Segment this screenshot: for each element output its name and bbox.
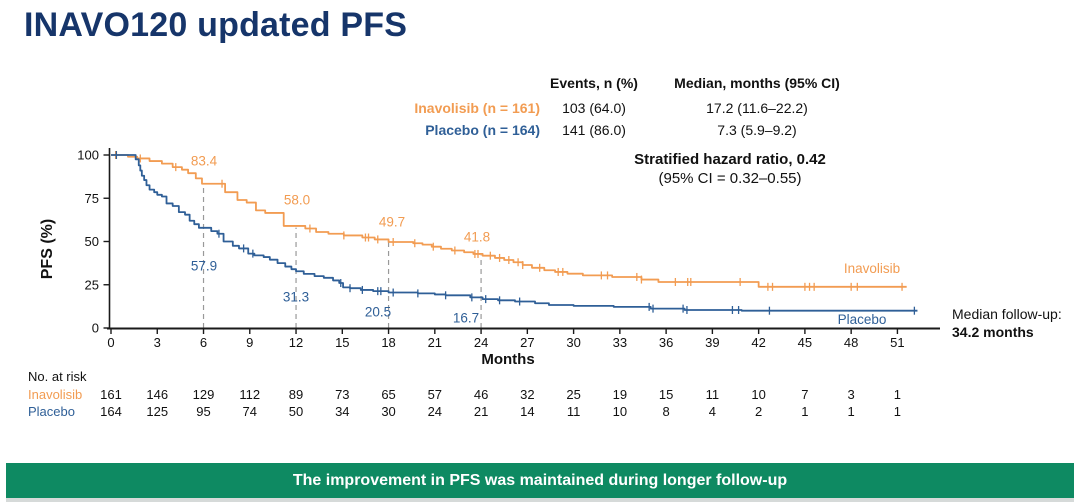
at-risk-value: 4 — [708, 403, 716, 419]
landmark-value-placebo: 31.3 — [283, 290, 309, 305]
legend-label-placebo: Placebo (n = 164) — [425, 122, 540, 138]
at-risk-value: 46 — [473, 387, 489, 402]
at-risk-value: 15 — [658, 387, 674, 402]
x-tick-label: 15 — [335, 335, 349, 350]
at-risk-value: 24 — [427, 403, 443, 419]
median-value-placebo: 7.3 (5.9–9.2) — [717, 122, 797, 138]
x-tick-label: 45 — [798, 335, 812, 350]
at-risk-value: 14 — [520, 403, 535, 419]
at-risk-value: 2 — [755, 403, 763, 419]
median-followup-note: Median follow-up: 34.2 months — [952, 305, 1062, 341]
at-risk-value: 32 — [520, 387, 535, 402]
at-risk-value: 164 — [100, 403, 122, 419]
at-risk-value: 112 — [239, 387, 261, 402]
at-risk-value: 7 — [801, 387, 809, 402]
at-risk-value: 95 — [196, 403, 211, 419]
y-tick-label: 50 — [85, 234, 99, 249]
events-value-inavolisib: 103 (64.0) — [562, 100, 626, 116]
at-risk-value: 1 — [801, 403, 809, 419]
hazard-ratio-ci: (95% CI = 0.32–0.55) — [658, 170, 802, 187]
at-risk-value: 11 — [705, 387, 720, 402]
at-risk-value: 21 — [473, 403, 489, 419]
median-column-header: Median, months (95% CI) — [674, 75, 840, 91]
curve-end-label-placebo: Placebo — [838, 312, 887, 327]
at-risk-value: 1 — [847, 403, 855, 419]
landmark-value-inavolisib: 49.7 — [379, 215, 405, 230]
x-tick-label: 30 — [566, 335, 580, 350]
x-tick-label: 36 — [659, 335, 673, 350]
x-tick-label: 33 — [613, 335, 627, 350]
y-tick-label: 0 — [92, 321, 99, 336]
events-column-header: Events, n (%) — [550, 75, 638, 91]
x-tick-label: 3 — [154, 335, 161, 350]
at-risk-value: 57 — [427, 387, 443, 402]
hazard-ratio-value: Stratified hazard ratio, 0.42 — [634, 151, 826, 168]
banner-shadow — [6, 498, 1074, 502]
landmark-value-placebo: 57.9 — [191, 259, 217, 274]
at-risk-value: 146 — [146, 387, 169, 402]
km-plot: 0 3 6 9 12 15 18 21 24 27 30 33 36 39 42 45 48 5102550751… — [77, 148, 940, 350]
at-risk-value: 30 — [381, 403, 396, 419]
x-tick-label: 42 — [751, 335, 765, 350]
at-risk-value: 50 — [288, 403, 304, 419]
at-risk-value: 65 — [381, 387, 396, 402]
x-tick-label: 6 — [200, 335, 207, 350]
at-risk-value: 8 — [662, 403, 670, 419]
legend-label-inavolisib: Inavolisib (n = 161) — [414, 100, 540, 116]
x-tick-label: 0 — [107, 335, 114, 350]
takeaway-text: The improvement in PFS was maintained du… — [292, 472, 788, 489]
at-risk-value: 11 — [566, 403, 581, 419]
y-axis-title: PFS (%) — [39, 218, 56, 280]
median-followup-value: 34.2 months — [952, 324, 1034, 340]
landmark-value-placebo: 16.7 — [453, 311, 479, 326]
landmark-value-inavolisib: 58.0 — [284, 193, 310, 208]
y-tick-label: 75 — [85, 191, 99, 206]
median-value-inavolisib: 17.2 (11.6–22.2) — [706, 100, 808, 116]
y-tick-label: 25 — [85, 277, 99, 292]
at-risk-value: 10 — [751, 387, 766, 402]
at-risk-value: 89 — [288, 387, 304, 402]
at-risk-value: 1 — [893, 387, 902, 402]
at-risk-value: 19 — [612, 387, 628, 402]
x-tick-label: 24 — [474, 335, 488, 350]
landmark-value-inavolisib: 83.4 — [191, 154, 218, 169]
km-curve-placebo — [111, 154, 918, 312]
at-risk-value: 161 — [100, 387, 122, 402]
x-tick-label: 18 — [381, 335, 395, 350]
x-tick-label: 27 — [520, 335, 534, 350]
x-tick-label: 51 — [890, 335, 904, 350]
at-risk-value: 34 — [335, 403, 350, 419]
x-tick-label: 9 — [246, 335, 253, 350]
x-axis-title: Months — [481, 351, 535, 368]
at-risk-value: 1 — [893, 403, 902, 419]
at-risk-value: 10 — [612, 403, 628, 419]
at-risk-value: 74 — [242, 403, 257, 419]
at-risk-value: 125 — [146, 403, 169, 419]
y-tick-label: 100 — [77, 148, 99, 163]
at-risk-group-label-placebo: Placebo — [28, 403, 75, 419]
x-tick-label: 12 — [289, 335, 303, 350]
x-tick-label: 21 — [428, 335, 442, 350]
at-risk-value: 3 — [847, 387, 855, 402]
landmark-value-inavolisib: 41.8 — [464, 230, 490, 245]
median-followup-label: Median follow-up: — [952, 306, 1062, 322]
km-curve-inavolisib — [111, 154, 907, 288]
hazard-ratio-block: Stratified hazard ratio, 0.42 (95% CI = … — [634, 151, 826, 187]
curve-end-label-inavolisib: Inavolisib — [844, 261, 900, 276]
events-value-placebo: 141 (86.0) — [562, 122, 626, 138]
at-risk-group-label-inavolisib: Inavolisib — [28, 387, 83, 402]
at-risk-value: 129 — [192, 387, 215, 402]
x-tick-label: 39 — [705, 335, 719, 350]
page-title: INAVO120 updated PFS — [24, 6, 408, 44]
at-risk-title: No. at risk — [28, 369, 87, 384]
takeaway-banner: The improvement in PFS was maintained du… — [6, 463, 1074, 498]
x-tick-label: 48 — [844, 335, 858, 350]
at-risk-value: 25 — [566, 387, 581, 402]
at-risk-value: 73 — [335, 387, 350, 402]
landmark-value-placebo: 20.5 — [365, 305, 391, 320]
